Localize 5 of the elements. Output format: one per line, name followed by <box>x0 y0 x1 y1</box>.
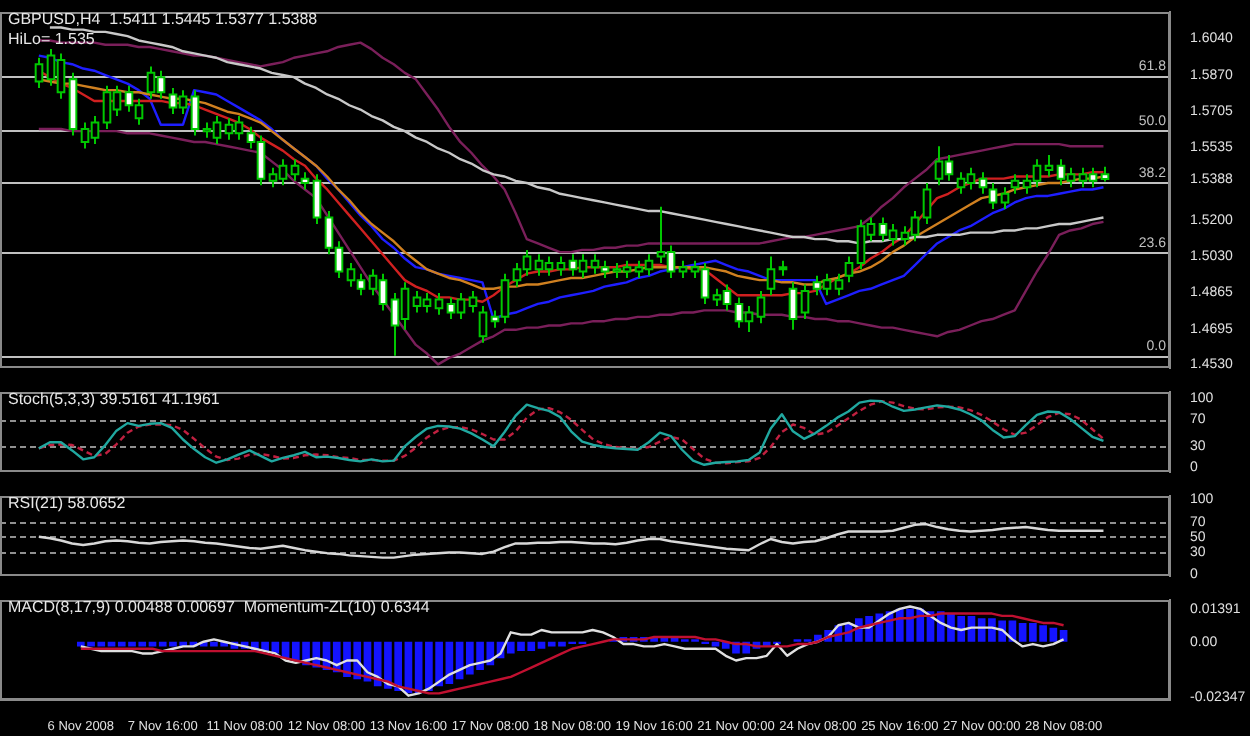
annotation: Stoch(5,3,3) 39.5161 41.1961 <box>8 390 220 410</box>
annotation: RSI(21) 58.0652 <box>8 494 126 514</box>
chart-title: GBPUSD,H4 1.5411 1.5445 1.5377 1.5388 <box>8 10 318 30</box>
annotation: MACD(8,17,9) 0.00488 0.00697 Momentum-ZL(10) 0.6344 <box>8 598 430 618</box>
annotation: HiLo= 1.535 <box>8 30 97 50</box>
